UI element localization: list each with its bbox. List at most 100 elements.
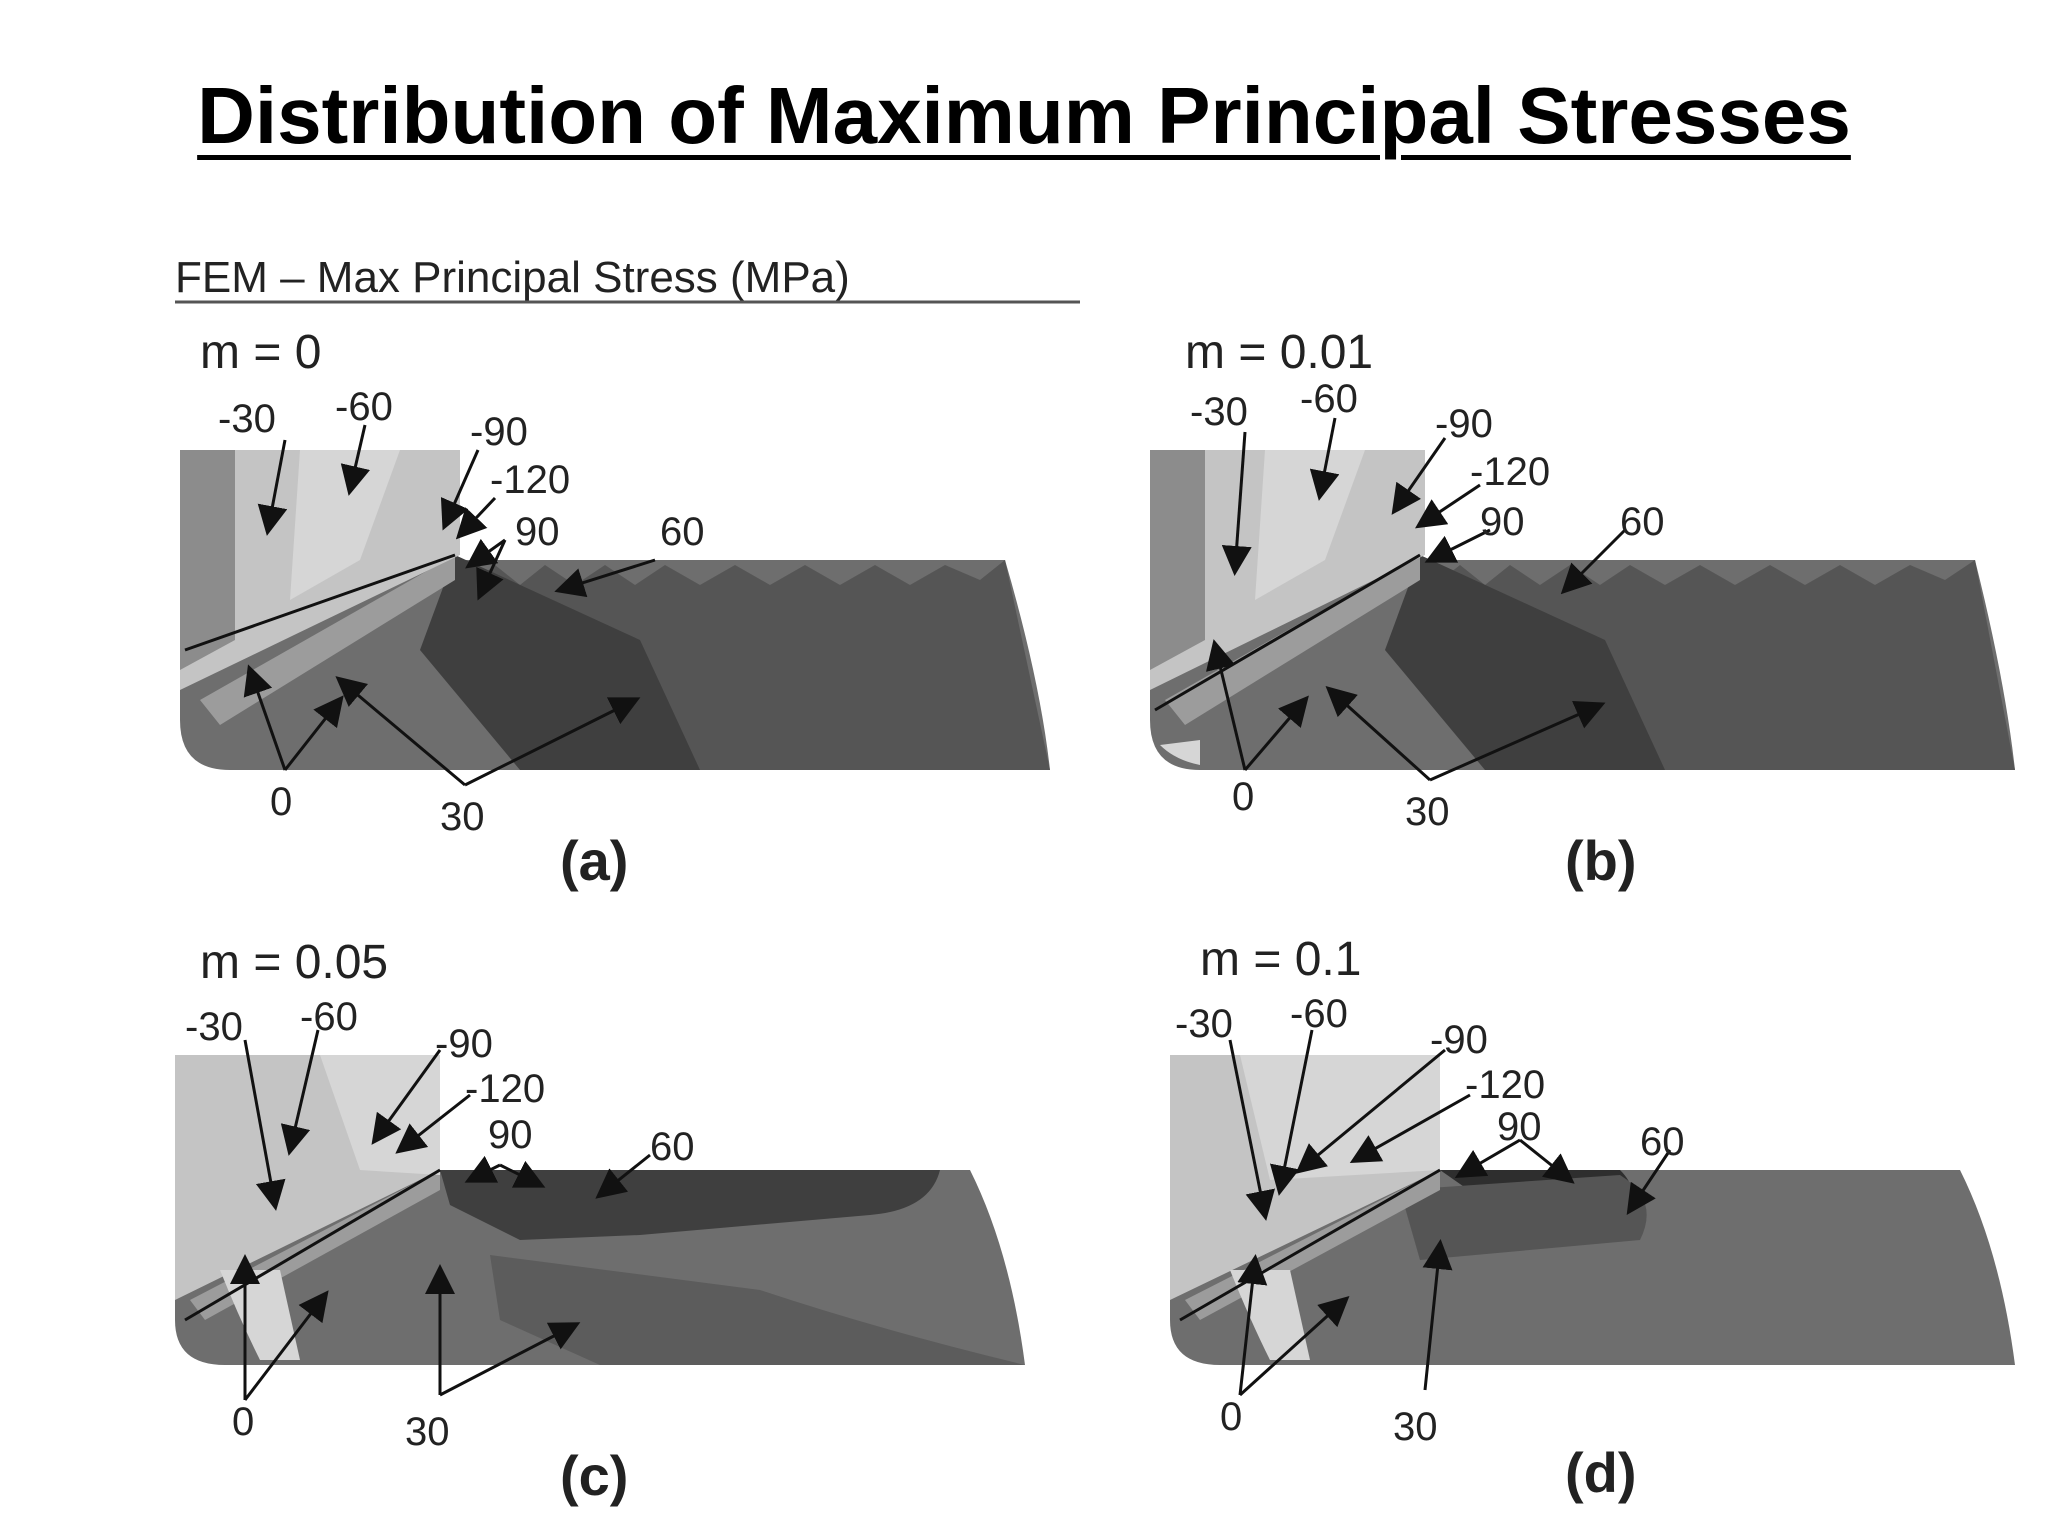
panel-a-arrow xyxy=(335,676,466,787)
slide-title: Distribution of Maximum Principal Stress… xyxy=(197,71,1851,160)
panel-d-secondary-zone xyxy=(1400,1175,1647,1260)
panel-c-dark-zone xyxy=(440,1170,940,1240)
panel-b-contour-label: -30 xyxy=(1190,390,1248,434)
panel-c-secondary-zone xyxy=(490,1255,1025,1365)
panel-b-arrow xyxy=(1429,700,1606,782)
panel-c-arrow xyxy=(243,1290,329,1401)
panel-d-arrow xyxy=(1238,1295,1350,1397)
panel-c-m-label: m = 0.05 xyxy=(200,936,388,989)
panel-d: m = 0.1 -30 -60 -90 -120 90 60 0 30 (d) xyxy=(1170,933,2015,1504)
panel-d-arrow xyxy=(1422,1239,1453,1391)
panel-a-arrow xyxy=(340,424,371,496)
panel-b-edge-line xyxy=(1154,553,1421,712)
panel-b-arrow xyxy=(1221,431,1252,576)
panel-b-arrow xyxy=(1391,437,1447,515)
panel-d-contour-label: 60 xyxy=(1640,1120,1685,1164)
panel-b-tip-light-zone xyxy=(1160,740,1200,765)
panel-b-m-label: m = 0.01 xyxy=(1185,326,1373,379)
panel-a-contour-label: -120 xyxy=(490,458,570,502)
panel-c-contour-label: 90 xyxy=(488,1113,533,1157)
panel-b-contour-label: 30 xyxy=(1405,790,1450,834)
panel-c-arrow xyxy=(243,1039,286,1211)
panel-d-arrow xyxy=(1228,1039,1276,1221)
panel-c-arrow xyxy=(499,1160,546,1188)
panel-c-contour-label: -30 xyxy=(185,1005,243,1049)
panel-b-contour-label: 0 xyxy=(1232,775,1254,819)
panel-c-contour-label: -90 xyxy=(435,1022,493,1066)
panel-c-caption: (c) xyxy=(560,1444,628,1507)
panel-b-arrow xyxy=(1424,528,1491,563)
panel-a-tool-light-zone xyxy=(290,450,400,600)
panel-b-contour-label: -120 xyxy=(1470,450,1550,494)
panel-c-contour-label: 30 xyxy=(405,1410,450,1454)
panel-a-contour-label: -60 xyxy=(335,385,393,429)
panel-a-arrow xyxy=(455,496,497,540)
panel-b-contour-label: 60 xyxy=(1620,500,1665,544)
panel-c-arrow xyxy=(280,1029,320,1156)
panel-c-edge-line xyxy=(184,1168,441,1322)
panel-c-tip-light-zone xyxy=(220,1270,300,1360)
panel-b-tool-left-zone xyxy=(1150,450,1205,670)
panel-d-arrow xyxy=(1349,1093,1471,1163)
panel-a: m = 0 -30 -60 -90 -120 90 60 0 30 xyxy=(180,326,1050,892)
panel-a-contour-label: -30 xyxy=(218,397,276,441)
panel-d-contour-label: 90 xyxy=(1497,1105,1542,1149)
panel-d-arrow xyxy=(1295,1048,1446,1174)
panel-d-arrow xyxy=(1269,1029,1314,1196)
panel-b-contour-label: -90 xyxy=(1435,402,1493,446)
panel-b-arrow xyxy=(1325,685,1432,782)
panel-c-contour-label: -60 xyxy=(300,995,358,1039)
panel-d-arrow xyxy=(1519,1138,1575,1184)
panel-b-arrow xyxy=(1415,483,1481,529)
panel-a-arrow xyxy=(257,439,288,536)
panel-b-caption: (b) xyxy=(1565,829,1637,892)
panel-a-arrow xyxy=(283,695,344,771)
panel-b-arrow xyxy=(1243,695,1309,771)
panel-c-arrow xyxy=(371,1049,442,1145)
panel-d-caption: (d) xyxy=(1565,1441,1637,1504)
panel-a-caption: (a) xyxy=(560,829,628,892)
panel-b-arrow xyxy=(1309,417,1340,501)
panel-d-contour-label: 30 xyxy=(1393,1405,1438,1449)
panel-d-arrow xyxy=(1237,1254,1268,1396)
panel-a-edge-line xyxy=(184,553,456,652)
panel-d-arrow xyxy=(1454,1138,1521,1179)
panel-b-contour-label: 90 xyxy=(1480,500,1525,544)
panel-a-arrow xyxy=(243,664,287,771)
panel-a-contour-label: 30 xyxy=(440,795,485,839)
panel-a-arrow xyxy=(440,449,480,531)
panel-c-arrow xyxy=(464,1155,501,1183)
panel-b-arrow xyxy=(1206,639,1247,771)
panel-c-contour-label: 0 xyxy=(232,1400,254,1444)
panel-d-m-label: m = 0.1 xyxy=(1200,933,1361,986)
panel-a-arrow xyxy=(554,558,656,598)
panel-c-contour-label: 60 xyxy=(650,1125,695,1169)
panel-d-contour-label: -90 xyxy=(1430,1018,1488,1062)
panel-d-contour-label: -120 xyxy=(1465,1063,1545,1107)
panel-d-contour-label: -30 xyxy=(1175,1002,1233,1046)
panel-a-contour-label: 60 xyxy=(660,510,705,554)
panel-b: m = 0.01 -30 -60 -90 -120 90 60 0 30 (b) xyxy=(1150,326,2015,892)
panel-a-arrow xyxy=(464,697,641,787)
panel-a-arrow xyxy=(465,538,506,569)
panel-a-m-label: m = 0 xyxy=(200,326,321,379)
panel-c-arrow xyxy=(439,1322,581,1397)
panel-c-arrow xyxy=(595,1153,651,1199)
panel-c-contour-label: -120 xyxy=(465,1067,545,1111)
panel-a-contour-label: -90 xyxy=(470,410,528,454)
panel-d-edge-line xyxy=(1179,1168,1441,1322)
panel-a-arrow xyxy=(476,539,507,601)
panel-a-contour-label: 90 xyxy=(515,510,560,554)
panel-d-tool-light-zone xyxy=(1240,1055,1440,1180)
figure-header: FEM – Max Principal Stress (MPa) xyxy=(175,253,850,302)
panel-d-arrow xyxy=(1626,1149,1672,1215)
panel-a-tool-left-zone xyxy=(180,450,235,670)
panel-c: m = 0.05 -30 -60 -90 -120 90 60 0 30 (c) xyxy=(175,936,1025,1507)
panel-c-arrow xyxy=(395,1093,471,1154)
panel-a-contour-label: 0 xyxy=(270,780,292,824)
panel-b-arrow xyxy=(1560,528,1627,595)
panel-b-light-band xyxy=(1165,555,1420,725)
panel-d-contour-label: -60 xyxy=(1290,992,1348,1036)
panel-d-contour-label: 0 xyxy=(1220,1395,1242,1439)
